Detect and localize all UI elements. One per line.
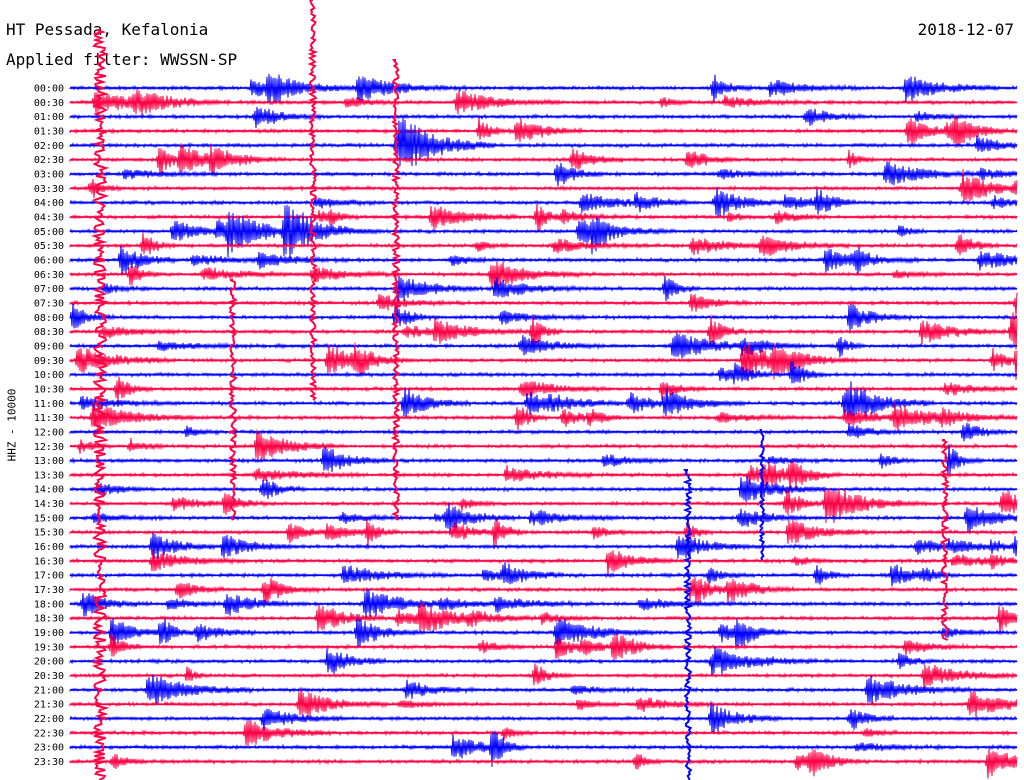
event-spike (307, 0, 319, 401)
trace-line (69, 106, 1018, 129)
trace-line (69, 143, 1018, 177)
event-spike (939, 439, 950, 641)
tick-label: 12:30 (34, 442, 64, 453)
tick-label: 07:30 (34, 298, 64, 309)
tick-label: 21:30 (34, 700, 64, 711)
event-spike (758, 429, 766, 561)
tick-label: 05:30 (34, 241, 64, 252)
trace-line (69, 292, 1018, 316)
trace-line (69, 232, 1018, 256)
trace-line (69, 588, 1018, 618)
trace-line (69, 402, 1018, 431)
trace-line (69, 577, 1018, 605)
trace-line (69, 116, 1018, 167)
trace-line (69, 342, 1018, 381)
tick-label: 04:30 (34, 212, 64, 223)
tick-label: 18:00 (34, 599, 64, 610)
tick-label: 07:00 (34, 284, 64, 295)
tick-label: 22:30 (34, 728, 64, 739)
tick-label: 18:30 (34, 614, 64, 625)
date-label: 2018-12-07 (917, 20, 1014, 39)
trace-line (69, 730, 1018, 767)
tick-label: 15:00 (34, 513, 64, 524)
filter-label: Applied filter: WWSSN-SP (6, 50, 238, 69)
tick-label: 09:00 (34, 341, 64, 352)
trace-line (69, 460, 1018, 491)
trace-line (69, 518, 1018, 548)
trace-line (69, 632, 1018, 660)
trace-line (69, 617, 1018, 650)
event-spike (390, 59, 402, 521)
event-spike (227, 279, 238, 521)
trace-line (69, 360, 1018, 385)
event-spike (90, 29, 110, 780)
trace-line (69, 89, 1018, 116)
tick-label: 14:30 (34, 499, 64, 510)
tick-label: 17:30 (34, 585, 64, 596)
trace-line (69, 73, 1018, 105)
tick-label: 13:30 (34, 470, 64, 481)
tick-label: 10:30 (34, 384, 64, 395)
trace-line (69, 476, 1018, 502)
trace-line (69, 303, 1018, 331)
event-spike (682, 469, 694, 780)
tick-label: 08:00 (34, 313, 64, 324)
tick-label: 03:00 (34, 169, 64, 180)
tick-label: 02:00 (34, 141, 64, 152)
tick-label: 20:00 (34, 657, 64, 668)
tick-label-group: 00:00 00:30 01:00 01:30 02:00 02:30 03:00 03:30… (34, 84, 64, 769)
tick-label: 23:00 (34, 743, 64, 754)
tick-label: 22:00 (34, 714, 64, 725)
tick-label: 17:00 (34, 571, 64, 582)
trace-group (69, 0, 1018, 780)
trace-line (69, 203, 1018, 232)
trace-line (69, 275, 1018, 305)
trace-line (69, 161, 1018, 187)
tick-label: 15:30 (34, 528, 64, 539)
tick-label: 02:30 (34, 155, 64, 166)
trace-line (69, 114, 1018, 149)
tick-label: 01:30 (34, 126, 64, 137)
tick-label: 16:30 (34, 556, 64, 567)
tick-label: 19:30 (34, 642, 64, 653)
tick-label: 13:00 (34, 456, 64, 467)
tick-label: 06:00 (34, 255, 64, 266)
trace-line (69, 702, 1018, 734)
tick-label: 23:30 (34, 757, 64, 768)
tick-label: 10:00 (34, 370, 64, 381)
tick-label: 06:30 (34, 270, 64, 281)
trace-line (69, 549, 1018, 575)
trace-line (69, 748, 1018, 779)
station-title: HT Pessada, Kefalonia (6, 20, 209, 39)
tick-label: 21:00 (34, 685, 64, 696)
tick-label: 12:00 (34, 427, 64, 438)
trace-line (69, 332, 1018, 359)
tick-label: 00:30 (34, 98, 64, 109)
tick-label: 03:30 (34, 184, 64, 195)
tick-label: 16:00 (34, 542, 64, 553)
trace-line (69, 312, 1018, 350)
tick-label: 04:00 (34, 198, 64, 209)
tick-label: 11:30 (34, 413, 64, 424)
tick-label: 01:00 (34, 112, 64, 123)
tick-label: 11:00 (34, 399, 64, 410)
tick-label: 14:00 (34, 485, 64, 496)
trace-line (69, 187, 1018, 218)
trace-line (69, 444, 1018, 474)
tick-label: 20:30 (34, 671, 64, 682)
tick-label: 00:00 (34, 84, 64, 95)
tick-label: 08:30 (34, 327, 64, 338)
tick-label: 05:00 (34, 227, 64, 238)
trace-line (69, 562, 1018, 587)
tick-label: 09:30 (34, 356, 64, 367)
tick-label: 19:00 (34, 628, 64, 639)
